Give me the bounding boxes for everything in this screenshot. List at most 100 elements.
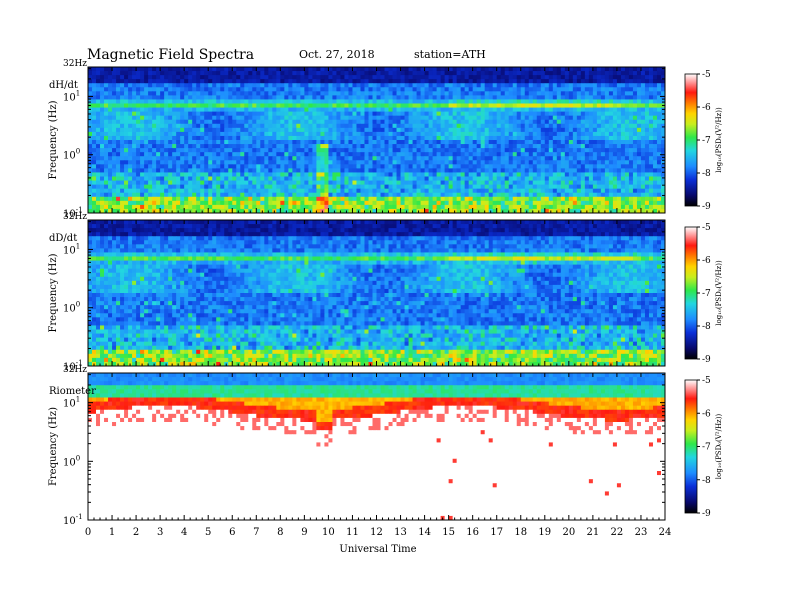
spectrogram-cell (148, 188, 153, 194)
spectrogram-cell (276, 111, 281, 117)
spectrogram-cell (412, 192, 417, 198)
spectrogram-cell (104, 131, 109, 137)
spectrogram-cell (492, 200, 498, 206)
spectrogram-cell (324, 131, 329, 137)
spectrogram-cell (364, 172, 369, 177)
spectrogram-cell (648, 111, 654, 117)
spectrogram-cell (416, 156, 421, 161)
spectrogram-cell (160, 156, 165, 161)
spectrogram-cell (304, 131, 309, 137)
spectrogram-cell (360, 172, 365, 177)
spectrogram-cell (236, 140, 241, 145)
spectrogram-cell (180, 103, 185, 108)
spectrogram-cell (168, 131, 173, 137)
spectrogram-cell (184, 135, 189, 141)
spectrogram-cell (364, 135, 369, 141)
spectrogram-cell (280, 115, 285, 121)
spectrogram-cell (628, 135, 634, 141)
spectrogram-cell (388, 188, 393, 194)
spectrogram-cell (596, 140, 602, 145)
spectrogram-cell (632, 115, 638, 121)
spectrogram-cell (224, 111, 229, 117)
spectrogram-cell (256, 180, 261, 186)
spectrogram-cell (320, 107, 325, 113)
spectrogram-cell (112, 156, 117, 161)
spectrogram-cell (348, 131, 353, 137)
spectrogram-cell (152, 152, 157, 157)
spectrogram-cell (184, 91, 189, 96)
spectrogram-cell (288, 75, 293, 80)
spectrogram-cell (388, 184, 393, 190)
spectrogram-cell (624, 152, 630, 157)
spectrogram-cell (124, 131, 129, 137)
spectrogram-cell (180, 152, 185, 157)
spectrogram-cell (596, 83, 602, 88)
spectrogram-cell (408, 71, 413, 76)
spectrogram-cell (236, 152, 241, 157)
spectrogram-cell (552, 119, 558, 125)
spectrogram-cell (368, 75, 373, 80)
spectrogram-cell (576, 115, 582, 121)
spectrogram-cell (200, 140, 205, 145)
spectrogram-cell (228, 152, 233, 157)
spectrogram-cell (520, 127, 526, 133)
spectrogram-cell (604, 144, 610, 149)
spectrogram-cell (600, 184, 606, 190)
spectrogram-cell (116, 176, 121, 181)
spectrogram-cell (160, 188, 165, 194)
spectrogram-cell (500, 152, 506, 157)
spectrogram-cell (312, 204, 317, 210)
spectrogram-cell (196, 164, 201, 169)
spectrogram-cell (644, 115, 650, 121)
spectrogram-cell (544, 67, 550, 72)
spectrogram-cell (276, 91, 281, 96)
spectrogram-cell (288, 71, 293, 76)
spectrogram-cell (144, 107, 149, 113)
spectrogram-cell (304, 160, 309, 165)
spectrogram-cell (260, 119, 265, 125)
spectrogram-cell (192, 140, 197, 145)
spectrogram-cell (340, 148, 345, 153)
spectrogram-cell (332, 172, 337, 177)
spectrogram-cell (524, 148, 530, 153)
spectrogram-cell (104, 79, 109, 84)
spectrogram-cell (560, 127, 566, 133)
spectrogram-cell (536, 119, 542, 125)
spectrogram-cell (392, 111, 397, 117)
spectrogram-cell (552, 180, 558, 186)
spectrogram-cell (636, 107, 642, 113)
spectrogram-cell (416, 196, 421, 202)
spectrogram-cell (244, 127, 249, 133)
spectrogram-cell (580, 67, 586, 72)
spectrogram-cell (416, 99, 421, 104)
spectrogram-cell (596, 127, 602, 133)
spectrogram-cell (584, 91, 590, 96)
spectrogram-cell (148, 176, 153, 181)
spectrogram-cell (392, 144, 397, 149)
spectrogram-cell (112, 160, 117, 165)
spectrogram-cell (556, 87, 562, 92)
spectrogram-cell (628, 148, 634, 153)
spectrogram-cell (584, 123, 590, 129)
spectrogram-cell (144, 87, 149, 92)
spectrogram-cell (536, 75, 542, 80)
spectrogram-cell (288, 204, 293, 210)
spectrogram-cell (588, 111, 594, 117)
spectrogram-cell (284, 115, 289, 121)
spectrogram-cell (128, 91, 133, 96)
spectrogram-cell (452, 188, 458, 194)
spectrogram-cell (528, 180, 534, 186)
spectrogram-cell (612, 188, 618, 194)
spectrogram-cell (244, 176, 249, 181)
spectrogram-cell (320, 87, 325, 92)
spectrogram-cell (476, 115, 482, 121)
spectrogram-cell (316, 204, 321, 210)
spectrogram-cell (652, 71, 658, 76)
spectrogram-cell (456, 83, 462, 88)
spectrogram-cell (436, 135, 442, 141)
spectrogram-cell (496, 140, 502, 145)
spectrogram-cell (460, 71, 466, 76)
spectrogram-cell (524, 119, 530, 125)
spectrogram-cell (132, 107, 137, 113)
spectrogram-cell (464, 188, 470, 194)
